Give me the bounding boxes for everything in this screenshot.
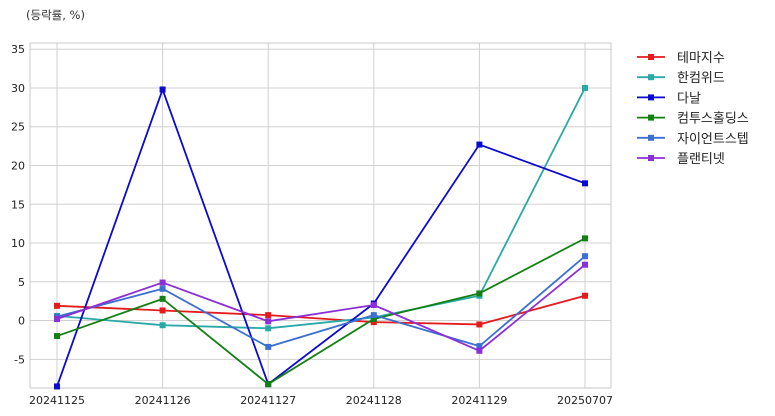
data-point xyxy=(265,325,272,332)
plot-frame xyxy=(29,42,612,389)
legend-marker xyxy=(648,114,654,121)
series-line xyxy=(56,237,586,386)
legend-item: 한컴위드 xyxy=(637,71,725,86)
legend-item: 컴투스홀딩스 xyxy=(637,112,749,127)
legend-marker xyxy=(648,54,654,60)
data-point xyxy=(370,302,377,309)
series-컴투스홀딩스 xyxy=(54,235,588,388)
y-tick-label: 0 xyxy=(18,315,25,328)
data-point xyxy=(476,347,483,354)
x-tick-label: 20241128 xyxy=(346,394,402,407)
data-point xyxy=(265,343,272,350)
y-tick-label: 35 xyxy=(11,43,25,56)
data-point xyxy=(476,290,483,297)
y-tick-label: 15 xyxy=(11,198,25,211)
series-한컴위드 xyxy=(54,84,588,332)
legend-item: 다날 xyxy=(637,91,701,106)
data-point xyxy=(159,279,166,286)
series-자이언트스텝 xyxy=(54,253,588,350)
data-point xyxy=(582,261,588,268)
series-테마지수 xyxy=(54,292,588,328)
data-point xyxy=(370,319,377,326)
legend-marker xyxy=(648,134,654,141)
data-point xyxy=(476,343,483,350)
series-line xyxy=(56,86,586,387)
data-point xyxy=(54,383,60,390)
data-point xyxy=(582,180,588,187)
data-point xyxy=(54,333,60,340)
series-lines xyxy=(54,84,588,390)
y-tick-label: 20 xyxy=(11,159,25,172)
data-point xyxy=(54,302,60,309)
data-point xyxy=(582,292,588,299)
data-point xyxy=(582,84,588,91)
data-point xyxy=(159,285,166,292)
data-point xyxy=(582,253,588,260)
data-point xyxy=(370,316,377,322)
y-tick-label: 25 xyxy=(11,121,25,134)
legend-label: 테마지수 xyxy=(677,51,725,66)
legend-label: 컴투스홀딩스 xyxy=(677,112,749,127)
y-tick-label: 5 xyxy=(18,276,25,289)
x-tick-label: 20241127 xyxy=(240,394,296,407)
series-line xyxy=(56,255,586,348)
data-point xyxy=(476,321,483,328)
x-tick-label: 20241126 xyxy=(135,394,191,407)
data-point xyxy=(265,318,272,325)
legend-label: 다날 xyxy=(677,91,701,106)
data-point xyxy=(159,295,166,302)
data-point xyxy=(582,235,588,242)
data-point xyxy=(54,316,60,322)
x-tick-label: 20241129 xyxy=(451,394,507,407)
y-tick-label: 10 xyxy=(11,237,25,250)
legend-item: 플랜티넷 xyxy=(637,152,725,167)
legend-item: 자이언트스텝 xyxy=(637,132,749,147)
series-line xyxy=(56,294,586,326)
data-point xyxy=(370,312,377,319)
legend-label: 플랜티넷 xyxy=(677,152,725,167)
data-point xyxy=(476,141,483,148)
data-point xyxy=(159,86,166,93)
x-tick-label: 20250707 xyxy=(557,394,613,407)
data-point xyxy=(159,322,166,329)
legend-marker xyxy=(648,94,654,101)
data-point xyxy=(265,381,272,388)
legend-label: 자이언트스텝 xyxy=(677,132,749,147)
series-플랜티넷 xyxy=(54,261,588,354)
x-tick-label: 20241125 xyxy=(29,394,85,407)
legend-label: 한컴위드 xyxy=(677,71,725,86)
legend-marker xyxy=(648,155,654,161)
y-tick-label: -5 xyxy=(14,353,25,366)
y-tick-label: 30 xyxy=(11,82,25,95)
axes: -5 0 5 10 15 20 25 30 35 20241125 20241126 20241127… xyxy=(11,42,613,407)
series-line xyxy=(56,264,586,352)
y-unit-label: (등락률, %) xyxy=(26,8,85,22)
legend-item: 테마지수 xyxy=(637,51,725,66)
series-line xyxy=(56,87,586,330)
data-point xyxy=(265,312,272,319)
data-point xyxy=(159,307,166,314)
legend-marker xyxy=(648,74,654,81)
